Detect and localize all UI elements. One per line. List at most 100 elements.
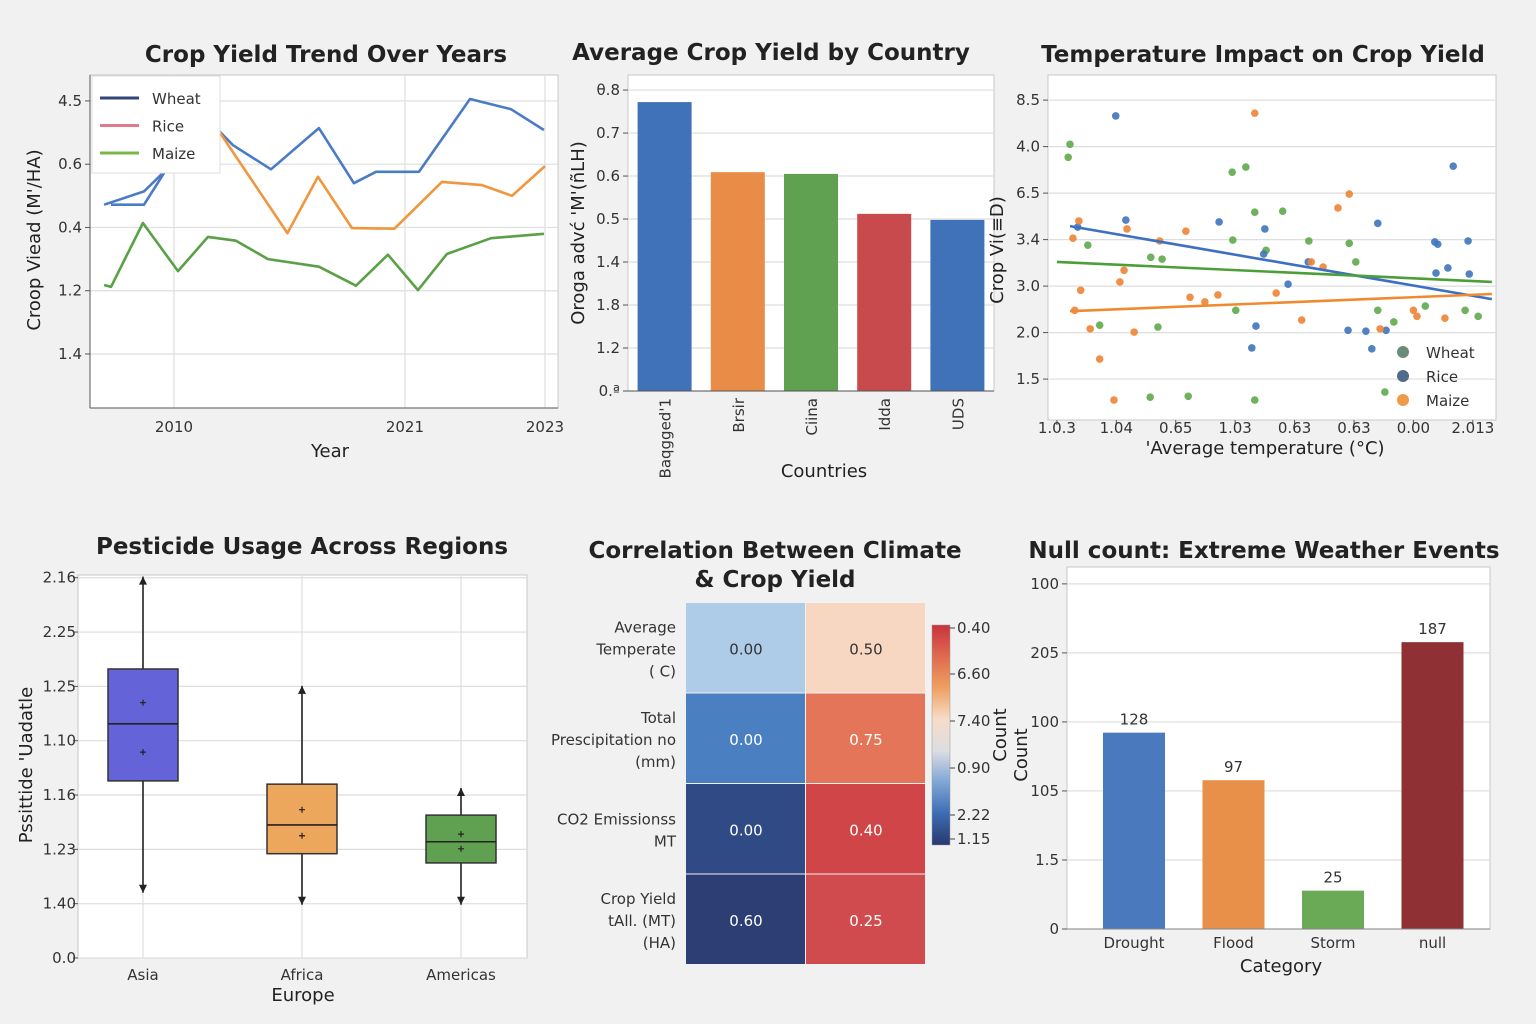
mean-marker: [458, 845, 464, 852]
cell-value: 0.00: [729, 731, 762, 749]
scatter-point: [1261, 225, 1269, 233]
scatter-point: [1409, 306, 1418, 315]
scatter-point: [1441, 314, 1449, 322]
y-tick-label: 1.25: [43, 677, 76, 695]
legend-label: Wheat: [152, 90, 201, 108]
y-tick-label: 1.10: [43, 732, 76, 750]
bar: [857, 213, 912, 391]
x-tick-label: Drought: [1104, 934, 1165, 952]
scatter-point: [1250, 109, 1259, 117]
scatter-point: [1252, 322, 1260, 330]
y-axis-label: Count: [1011, 728, 1032, 781]
bar: [1401, 642, 1464, 929]
scatter-point: [1158, 255, 1166, 263]
legend-label: Maize: [152, 145, 195, 163]
scatter-point: [1344, 326, 1352, 335]
y-axis-label: Oroga advć 'M'(ñLH): [568, 141, 589, 325]
y-tick-label: 100: [1030, 575, 1059, 593]
x-tick-label: Brsir: [730, 397, 748, 432]
scatter-point: [1066, 140, 1074, 149]
scatter-point: [1111, 112, 1120, 120]
x-tick-label: 2023: [526, 418, 564, 436]
chart-title: Average Crop Yield by Country: [572, 40, 970, 66]
scatter-point: [1231, 306, 1240, 315]
cell-value: 0.40: [849, 821, 882, 839]
x-tick-label: 2021: [386, 418, 424, 436]
scatter-point: [1382, 326, 1390, 335]
chart-title: Crop Yield Trend Over Years: [145, 42, 507, 68]
colorbar-tick-label: 1.15: [957, 830, 990, 848]
y-tick-label: 1.5: [1035, 851, 1059, 869]
heatmap-cell: [806, 693, 925, 783]
y-tick-label: 205: [1030, 644, 1059, 662]
x-tick-label: Americas: [426, 966, 496, 984]
scatter-point: [1116, 278, 1124, 286]
y-tick-label: 0.4: [58, 218, 82, 236]
cell-value: 0.75: [849, 731, 882, 749]
x-tick-label: Baqgged'1: [657, 398, 675, 478]
extreme-weather-null-count-chart: Null count: Extreme Weather Events 0 1.5 10…: [1011, 538, 1500, 977]
scatter-point: [1069, 234, 1077, 243]
scatter-point: [1362, 327, 1370, 335]
colorbar-tick-label: 6.60: [957, 665, 990, 683]
heatmap-cell: [686, 603, 805, 693]
average-yield-by-country-chart: Average Crop Yield by Country 0.ª 1.2 1.8 1.…: [568, 40, 995, 482]
x-tick-label: UDS: [949, 398, 967, 430]
y-tick-label: 1.40: [43, 895, 76, 913]
row-label: MT: [654, 832, 677, 850]
scatter-point: [1201, 298, 1209, 306]
row-label: ( C): [649, 662, 676, 680]
mean-marker: [140, 749, 146, 756]
scatter-point: [1307, 258, 1316, 266]
scatter-point: [1228, 236, 1237, 244]
y-tick-label: 2.25: [43, 623, 76, 641]
x-tick-label: 0.63: [1278, 419, 1311, 437]
scatter-point: [1110, 396, 1118, 404]
scatter-point: [1247, 344, 1256, 352]
scatter-point: [1215, 218, 1223, 226]
scatter-point: [1122, 216, 1130, 224]
scatter-point: [1449, 162, 1458, 170]
scatter-point: [1432, 269, 1440, 277]
heatmap-cell: [806, 784, 925, 874]
chart-title: Correlation Between Climate: [588, 538, 961, 564]
scatter-point: [1214, 291, 1222, 299]
x-tick-label: Africa: [281, 966, 324, 984]
scatter-point: [1461, 306, 1469, 315]
y-tick-label: 1.8: [596, 296, 620, 314]
bar: [710, 172, 765, 391]
chart-title: Null count: Extreme Weather Events: [1028, 538, 1499, 564]
whisker-cap: [457, 896, 465, 905]
x-axis-label: Category: [1240, 956, 1323, 977]
y-tick-label: 1.4: [596, 253, 620, 271]
y-tick-label: 1.16: [43, 786, 76, 804]
bar-value-label: 187: [1418, 620, 1447, 638]
mean-marker: [140, 699, 146, 706]
x-tick-label: 1.03: [1218, 419, 1251, 437]
bar: [930, 219, 985, 391]
x-tick-label: Asia: [127, 966, 158, 984]
crop-yield-trend-chart: Crop Yield Trend Over Years 1.4 1.2 0.4 0.6 4…: [24, 42, 564, 462]
y-axis-label: Croop Viead (M'/HA): [24, 149, 45, 330]
x-axis-label: Europe: [271, 985, 334, 1006]
scatter-point: [1064, 153, 1073, 162]
scatter-point: [1444, 264, 1452, 272]
x-tick-label: 1.0.3: [1038, 419, 1076, 437]
colorbar-tick-label: 0.40: [957, 619, 990, 637]
x-tick-label: Ciina: [803, 398, 821, 436]
y-tick-label: 8.5: [1016, 91, 1040, 109]
y-tick-label: 1.5: [1016, 370, 1040, 388]
scatter-point: [1464, 237, 1472, 245]
x-axis-label: Year: [310, 441, 350, 462]
scatter-point: [1182, 227, 1190, 236]
y-tick-label: 3.0: [1016, 277, 1040, 295]
scatter-point: [1305, 237, 1313, 245]
row-label: (HA): [643, 934, 676, 952]
y-tick-label: 0.7: [596, 124, 620, 142]
plot-area: [1047, 74, 1497, 421]
scatter-point: [1376, 325, 1384, 333]
bar-value-label: 128: [1120, 711, 1149, 729]
bar: [1302, 890, 1364, 929]
scatter-point: [1146, 253, 1155, 262]
